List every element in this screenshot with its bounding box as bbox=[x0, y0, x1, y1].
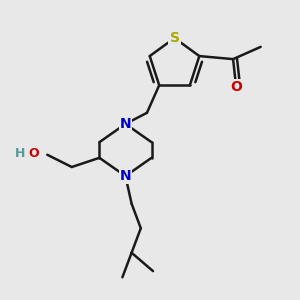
Text: H: H bbox=[14, 147, 25, 160]
Text: S: S bbox=[169, 31, 179, 45]
Text: N: N bbox=[120, 169, 131, 183]
Text: O: O bbox=[28, 147, 39, 160]
Text: N: N bbox=[120, 117, 131, 131]
Text: O: O bbox=[230, 80, 242, 94]
